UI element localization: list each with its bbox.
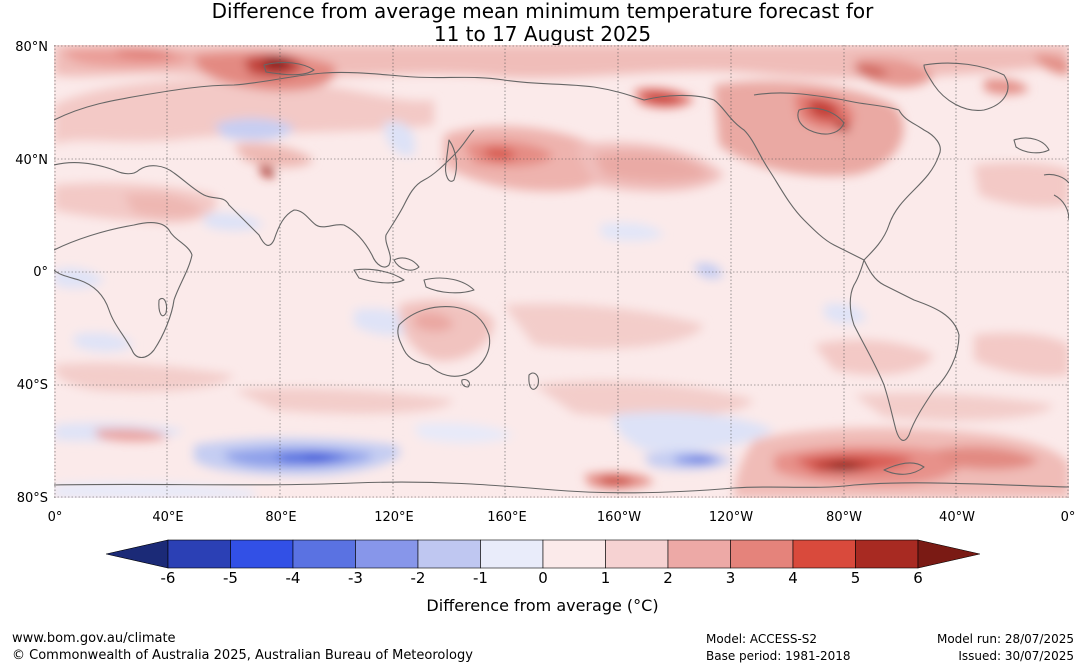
colorbar-tick-label: -3 <box>348 569 363 587</box>
colorbar-extend-high <box>917 539 980 569</box>
lat-label-80s: 80°S <box>16 491 48 506</box>
title-line-1: Difference from average mean minimum tem… <box>211 0 874 23</box>
colorbar-tick-label: 1 <box>600 569 611 587</box>
lat-label-80n: 80°N <box>15 40 48 55</box>
lon-label-120w: 120°W <box>708 510 754 525</box>
colorbar-tick-label: 5 <box>850 569 861 587</box>
colorbar <box>106 539 980 569</box>
colorbar-cell <box>292 539 356 569</box>
map-canvas <box>54 45 1069 498</box>
colorbar-tick-label: -1 <box>473 569 488 587</box>
colorbar-label: Difference from average (°C) <box>426 596 659 615</box>
lon-label-40e: 40°E <box>152 510 184 525</box>
colorbar-cell <box>480 539 544 569</box>
lon-label-0-right: 0° <box>1060 510 1076 525</box>
colorbar-tick-label: -6 <box>160 569 176 587</box>
anomaly-shading <box>54 45 1069 498</box>
colorbar-cell <box>667 539 731 569</box>
title-line-2: 11 to 17 August 2025 <box>433 22 652 46</box>
footer-issued: Issued: 30/07/2025 <box>958 649 1074 663</box>
lat-label-40s: 40°S <box>16 378 48 393</box>
colorbar-cell <box>605 539 669 569</box>
colorbar-tick-label: -4 <box>285 569 301 587</box>
footer-model-run: Model run: 28/07/2025 <box>936 632 1074 646</box>
lon-label-120e: 120°E <box>374 510 414 525</box>
colorbar-tick-label: -5 <box>223 569 238 587</box>
colorbar-tick-label: 2 <box>663 569 673 587</box>
colorbar-cell <box>230 539 294 569</box>
footer-base-period: Base period: 1981-2018 <box>706 649 851 663</box>
colorbar-tick-label: 4 <box>788 569 798 587</box>
lon-label-160w: 160°W <box>596 510 642 525</box>
colorbar-tick-label: 6 <box>913 569 923 587</box>
footer-url: www.bom.gov.au/climate <box>12 631 176 646</box>
colorbar-cell <box>730 539 794 569</box>
colorbar-tick-label: 3 <box>725 569 736 587</box>
footer-copyright: © Commonwealth of Australia 2025, Austra… <box>12 648 473 663</box>
temperature-anomaly-map <box>54 45 1069 498</box>
lon-label-160e: 160°E <box>487 510 527 525</box>
lon-label-80e: 80°E <box>265 510 297 525</box>
colorbar-cell <box>417 539 481 569</box>
colorbar-cell <box>355 539 419 569</box>
colorbar-extend-low <box>106 539 169 569</box>
lon-label-40w: 40°W <box>939 510 975 525</box>
colorbar-cell <box>167 539 231 569</box>
coastlines <box>54 61 1069 494</box>
map-title: Difference from average mean minimum tem… <box>0 0 1085 46</box>
lon-label-80w: 80°W <box>826 510 862 525</box>
lat-label-40n: 40°N <box>15 153 48 168</box>
lat-label-equator: 0° <box>33 265 48 280</box>
colorbar-cell <box>792 539 856 569</box>
lon-label-0: 0° <box>47 510 63 525</box>
colorbar-cell <box>855 539 919 569</box>
colorbar-tick-label: 0 <box>538 569 548 587</box>
graticule <box>54 45 1069 498</box>
colorbar-tick-label: -2 <box>410 569 426 587</box>
colorbar-cell <box>542 539 606 569</box>
footer-model: Model: ACCESS-S2 <box>706 632 818 646</box>
